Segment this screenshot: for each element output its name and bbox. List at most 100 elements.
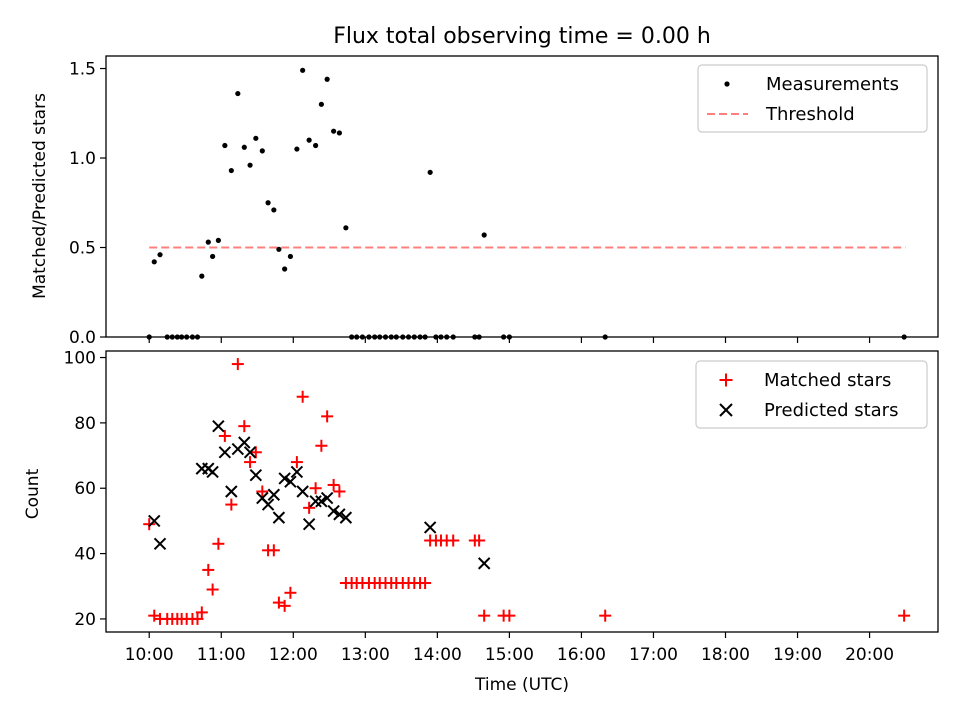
predicted-star-point: [148, 514, 161, 528]
matched-star-point: [290, 456, 303, 469]
bottom-legend-box: [695, 360, 928, 429]
measurement-point: [318, 101, 324, 107]
legend-measurements-marker: [724, 81, 730, 87]
matched-star-point: [478, 609, 491, 622]
matched-star-point: [315, 439, 328, 452]
bottom-xtick-label: 14:00: [413, 645, 462, 665]
measurement-point: [222, 142, 228, 149]
measurement-point: [294, 146, 300, 152]
legend-threshold-label: Threshold: [765, 104, 855, 125]
matched-star-point: [202, 563, 215, 576]
matched-star-point: [249, 446, 262, 459]
matched-star-point: [256, 485, 269, 498]
predicted-star-point: [278, 472, 291, 485]
legend-matched-label: Matched stars: [764, 370, 891, 391]
bottom-xtick-label: 18:00: [701, 645, 750, 665]
predicted-star-point: [339, 511, 353, 524]
bottom-axes-frame: [105, 350, 939, 633]
top-axes-frame: [105, 55, 939, 338]
bottom-y-ticks: 20 40 60 80 100: [64, 349, 106, 630]
predicted-star-point: [290, 465, 304, 479]
predicted-star-point: [238, 436, 251, 449]
matched-star-point: [503, 609, 516, 622]
predicted-star-point: [267, 488, 281, 501]
predicted-star-point: [272, 511, 286, 524]
matched-star-point: [278, 599, 291, 612]
bottom-xtick-label: 10:00: [125, 645, 174, 665]
matched-star-point: [143, 518, 156, 531]
matched-star-point: [327, 478, 340, 491]
bottom-xtick-label: 11:00: [197, 645, 246, 665]
measurement-point: [210, 253, 216, 260]
bottom-xtick-label: 15:00: [485, 645, 534, 665]
matched-star-point: [218, 429, 231, 442]
measurement-point: [265, 200, 271, 206]
measurement-point: [235, 90, 241, 97]
predicted-star-point: [296, 485, 309, 498]
measurement-point: [313, 142, 319, 149]
top-x-ticks: [148, 337, 871, 343]
measurement-point: [271, 207, 277, 213]
matched-star-point: [238, 420, 251, 433]
matched-star-point: [284, 586, 297, 599]
measurement-point: [276, 246, 282, 252]
legend-predicted-label: Predicted stars: [764, 400, 898, 421]
legend-predicted-marker: [719, 403, 733, 417]
measurement-point: [343, 225, 349, 231]
bottom-ytick-label: 100: [64, 349, 96, 369]
predicted-star-point: [309, 495, 322, 508]
top-y-ticks: 0.0 0.5 1.0 1.5: [69, 60, 106, 348]
matched-star-point: [206, 583, 219, 596]
bottom-xtick-label: 12:00: [269, 645, 318, 665]
matched-star-point: [267, 544, 280, 557]
bottom-legend: Matched stars Predicted stars: [695, 360, 928, 429]
matched-star-point: [212, 537, 225, 550]
predicted-star-point: [225, 485, 238, 498]
matched-star-point: [898, 609, 911, 622]
legend-matched-marker: [719, 373, 733, 387]
bottom-xtick-label: 17:00: [629, 645, 678, 665]
matched-star-point: [244, 456, 257, 469]
matched-star-point: [296, 390, 309, 403]
top-legend-box: [697, 64, 928, 133]
matched-star-point: [195, 606, 208, 619]
measurement-point: [427, 169, 433, 175]
predicted-star-point: [243, 446, 257, 459]
matched-star-point: [321, 410, 334, 423]
predicted-star-points: [148, 419, 491, 570]
measurement-point: [253, 135, 259, 141]
measurement-point: [228, 167, 234, 174]
measurement-point: [331, 128, 337, 134]
bottom-xtick-label: 20:00: [845, 645, 894, 665]
matched-star-point: [191, 612, 204, 625]
measurement-point: [241, 144, 247, 150]
matched-star-point: [309, 482, 322, 495]
top-chart-title: Flux total observing time = 0.00 h: [333, 24, 711, 49]
matched-star-point: [419, 576, 432, 589]
ratio-panel: Flux total observing time = 0.00 h Match…: [30, 24, 939, 348]
matched-star-point: [599, 609, 612, 622]
bottom-y-axis-label: Count: [23, 468, 43, 519]
measurement-point: [205, 239, 211, 245]
top-ytick-label: 1.5: [69, 60, 96, 80]
bottom-ytick-label: 20: [74, 610, 96, 630]
legend-measurements-label: Measurements: [766, 74, 899, 95]
predicted-star-point: [423, 521, 437, 534]
matched-star-point: [447, 534, 460, 547]
predicted-star-point: [315, 495, 328, 508]
measurement-point: [215, 237, 221, 243]
predicted-star-point: [333, 508, 346, 521]
measurement-point: [259, 148, 265, 154]
measurement-point: [151, 259, 157, 265]
measurement-point: [199, 273, 205, 279]
bottom-xtick-label: 19:00: [773, 645, 822, 665]
bottom-ytick-label: 80: [74, 414, 96, 434]
matched-star-point: [473, 534, 486, 547]
measurement-point: [481, 232, 487, 238]
matched-star-point: [225, 498, 238, 511]
top-y-axis-label: Matched/Predicted stars: [30, 93, 50, 299]
matched-star-points: [143, 358, 911, 625]
bottom-x-ticks: 10:00 11:00 12:00 13:00 14:00 15:00 16:00 17:00…: [125, 632, 894, 665]
predicted-star-point: [261, 498, 275, 511]
